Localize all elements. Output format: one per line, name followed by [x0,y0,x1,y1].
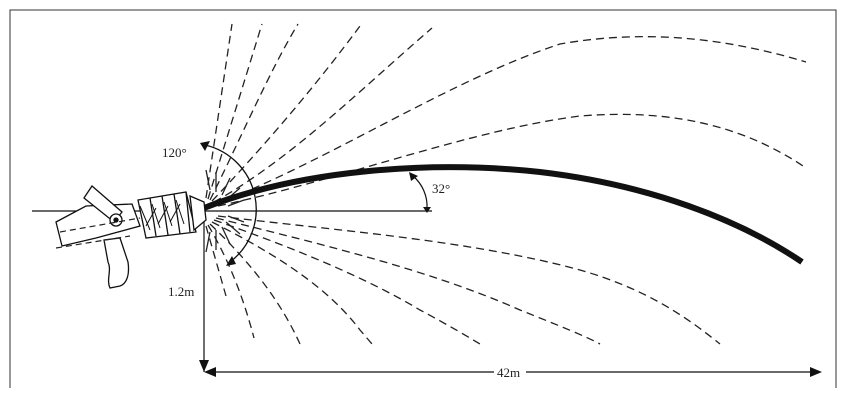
jet-angle-label: 32° [432,181,450,196]
spray-fan [205,23,807,345]
distance-label-background [494,364,526,380]
spray-line-lower-4 [211,221,373,345]
height-arrow-bottom [199,360,209,372]
spray-line-upper-7 [217,113,807,207]
spray-line-upper-2 [207,23,263,200]
spray-angle-arrow-bottom [226,256,236,266]
spray-line-upper-6 [215,36,807,205]
main-jet-trajectory [202,164,804,265]
jet-angle-arc [412,175,428,210]
distance-arrow-left [204,367,216,377]
spray-angle-arc [204,144,257,263]
diagram-frame [9,9,837,388]
nozzle-hatching [139,199,185,231]
spray-line-lower-6 [207,224,255,339]
hose-line-upper [59,217,141,233]
spray-line-lower-5 [209,223,301,345]
spray-origin-ticks [205,169,245,253]
spray-angle-arrow-top [200,141,210,151]
jet-angle-arrow-bottom [423,207,431,213]
spray-line-upper-3 [209,23,299,201]
spray-line-upper-1 [205,23,233,199]
spray-line-lower-3 [213,219,481,345]
spray-line-lower-1 [217,215,721,345]
spray-line-upper-4 [211,25,361,202]
jet-angle-arrow-top [409,172,418,181]
spray-line-lower-2 [215,217,601,345]
hose-line-lower [55,235,131,249]
spray-angle-label: 120° [162,145,187,160]
distance-arrow-right [810,367,822,377]
throw-distance-label: 42m [497,365,520,380]
nozzle-height-label: 1.2m [168,284,194,299]
spray-line-upper-5 [213,27,433,203]
nozzle-icon [55,185,207,289]
